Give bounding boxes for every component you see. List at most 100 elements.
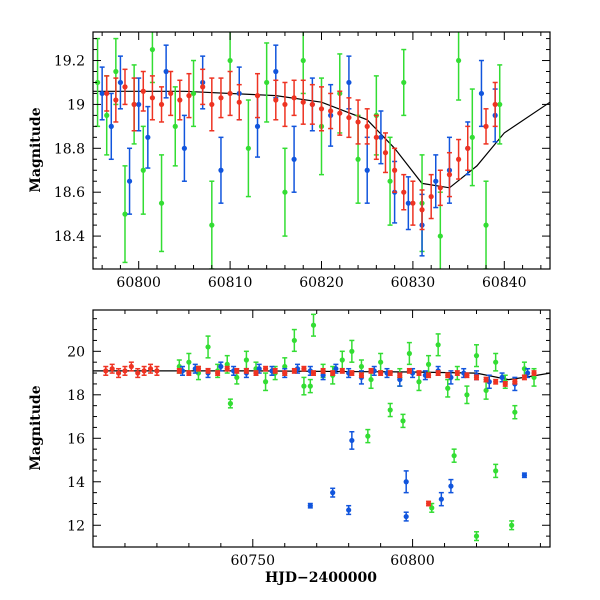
bottom-y-tick-label: 20: [67, 344, 85, 360]
bottom-data-point: [330, 490, 336, 496]
top-series-2-point: [254, 72, 261, 119]
bottom-data-point: [307, 503, 313, 509]
bottom-series-0-point: [186, 352, 192, 372]
bottom-data-point: [493, 468, 499, 474]
bottom-data-point: [262, 379, 269, 385]
bottom-series-0-point: [310, 313, 317, 337]
bottom-data-point: [445, 385, 451, 391]
top-points-layer: [94, 32, 503, 269]
bottom-series-1-point: [521, 472, 528, 479]
bottom-data-point: [301, 366, 307, 372]
bottom-series-1-point: [179, 365, 186, 376]
bottom-data-point: [176, 368, 182, 374]
bottom-data-point: [425, 500, 432, 507]
top-series-2-point: [227, 70, 233, 117]
bottom-data-point: [154, 368, 160, 374]
bottom-series-2-point: [115, 367, 122, 379]
bottom-data-point: [234, 368, 240, 374]
bottom-series-0-point: [400, 413, 406, 429]
bottom-series-2-point: [349, 370, 355, 376]
top-data-point: [318, 106, 325, 112]
bottom-data-point: [358, 363, 365, 370]
top-ticks-layer: 60800 60810 60820 60830 60840 18.4 18.6 18.8 19 1…: [54, 32, 550, 291]
bottom-series-2-point: [103, 365, 109, 376]
top-data-point: [131, 101, 137, 108]
top-y-axis-title: Magnitude: [28, 107, 44, 192]
top-series-2-point: [483, 108, 489, 145]
bottom-data-point: [103, 368, 109, 374]
bottom-data-point: [310, 322, 317, 328]
bottom-series-2-point: [397, 372, 403, 379]
top-series-2-point: [373, 114, 379, 161]
bottom-data-point: [205, 344, 211, 350]
top-series-0-point: [437, 191, 443, 269]
top-data-point: [108, 123, 114, 129]
bottom-data-point: [378, 359, 384, 365]
bottom-data-point: [339, 357, 345, 363]
bottom-series-2-point: [128, 361, 134, 372]
bottom-series-2-point: [291, 367, 297, 374]
bottom-data-point: [521, 366, 528, 372]
bottom-data-point: [387, 370, 393, 376]
bottom-series-2-point: [253, 370, 259, 376]
top-series-1-point: [433, 154, 439, 209]
top-series-0-point: [401, 48, 407, 117]
top-x-tick-label: 60800: [116, 275, 161, 291]
bottom-series-2-point: [521, 374, 528, 381]
bottom-series-2-point: [176, 367, 182, 374]
top-series-2-point: [428, 173, 434, 220]
bottom-data-point: [310, 370, 317, 376]
bottom-data-point: [464, 372, 470, 378]
top-series-2-point: [419, 189, 425, 231]
top-data-point: [364, 123, 370, 129]
bottom-series-2-point: [141, 365, 147, 376]
bottom-data-point: [320, 368, 326, 374]
bottom-series-2-point: [416, 370, 422, 376]
bottom-series-2-point: [205, 367, 211, 374]
bottom-series-0-point: [365, 428, 371, 444]
top-y-tick-label: 19.2: [54, 54, 85, 70]
bottom-series-2-point: [339, 367, 345, 374]
bottom-series-1-point: [403, 470, 409, 494]
top-x-tick-label: 60810: [208, 275, 253, 291]
top-data-point: [483, 222, 489, 228]
top-data-point: [364, 167, 370, 173]
bottom-series-2-point: [234, 367, 240, 374]
top-data-point: [497, 101, 503, 108]
bottom-data-point: [425, 361, 432, 367]
top-series-2-point: [465, 125, 471, 171]
top-series-0-point: [456, 32, 462, 101]
bottom-series-0-point: [406, 341, 412, 366]
top-series-0-point: [483, 180, 489, 269]
top-x-tick-label: 60840: [482, 275, 527, 291]
top-series-2-point: [282, 81, 288, 128]
top-data-point: [149, 46, 156, 53]
bottom-series-2-point: [301, 365, 307, 372]
bottom-series-2-point: [425, 372, 432, 379]
top-data-point: [465, 145, 471, 151]
bottom-data-point: [445, 372, 451, 378]
top-series-2-point: [456, 138, 462, 180]
bottom-data-point: [368, 368, 374, 374]
bottom-series-2-point: [358, 372, 365, 379]
bottom-series-0-point: [473, 531, 480, 542]
bottom-series-2-point: [282, 370, 288, 376]
bottom-series-2-point: [378, 370, 384, 376]
bottom-data-point: [272, 368, 278, 374]
bottom-series-0-point: [473, 344, 480, 368]
top-data-point: [492, 101, 498, 108]
bottom-series-0-point: [262, 372, 269, 392]
bottom-series-2-point: [531, 370, 537, 376]
top-data-point: [282, 101, 288, 108]
bottom-series-2-point: [464, 372, 470, 379]
bottom-data-point: [346, 507, 352, 513]
top-series-2-point: [158, 86, 165, 123]
bottom-data-point: [234, 374, 240, 381]
top-series-2-point: [410, 180, 416, 226]
top-series-0-point: [190, 59, 197, 128]
bottom-data-point: [195, 366, 202, 372]
bottom-data-point: [473, 353, 480, 359]
bottom-data-point: [243, 368, 249, 374]
top-data-point: [419, 207, 425, 213]
bottom-data-point: [387, 407, 393, 413]
